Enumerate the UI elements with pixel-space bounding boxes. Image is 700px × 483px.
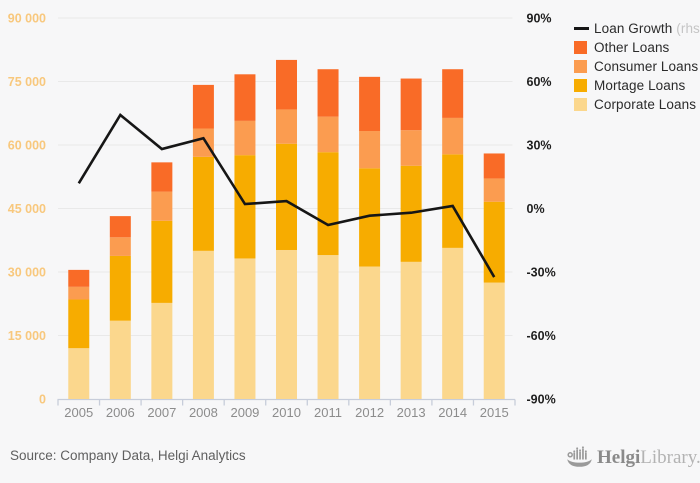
bar-segment-2015-mortage-loans[interactable]	[483, 201, 505, 283]
bar-segment-2007-consumer-loans[interactable]	[151, 191, 173, 221]
legend-item-other-loans[interactable]: Other Loans	[574, 38, 700, 57]
right-axis-label-30%: 30%	[527, 139, 552, 153]
bar-segment-2012-mortage-loans[interactable]	[359, 168, 381, 267]
loan-growth-line[interactable]	[77, 112, 496, 278]
bar-segment-2014-other-loans[interactable]	[442, 69, 464, 118]
bar-segment-2006-mortage-loans[interactable]	[109, 255, 131, 321]
bar-segment-2005-other-loans[interactable]	[68, 269, 90, 287]
brand-name-primary: Helgi	[597, 446, 641, 468]
legend-color-swatch	[574, 41, 587, 54]
x-axis-label-2011: 2011	[314, 405, 342, 420]
helgi-library-logo[interactable]: HelgiLibrary.	[566, 445, 700, 470]
bar-segment-2015-other-loans[interactable]	[483, 153, 505, 179]
brand-name-secondary: Library.	[640, 446, 700, 468]
bar-segment-2010-mortage-loans[interactable]	[276, 143, 297, 250]
brand-wordmark: HelgiLibrary.	[597, 447, 700, 469]
legend-item-loan-growth[interactable]: Loan Growth (rhs)	[574, 19, 700, 38]
bar-segment-2007-other-loans[interactable]	[151, 162, 173, 192]
source-note: Source: Company Data, Helgi Analytics	[10, 448, 246, 463]
left-axis-label-60000: 60 000	[8, 139, 46, 153]
legend-item-mortage-loans[interactable]: Mortage Loans	[574, 76, 700, 95]
x-axis-label-2014: 2014	[438, 405, 467, 420]
bar-segment-2009-corporate-loans[interactable]	[234, 258, 256, 399]
legend-item-consumer-loans[interactable]: Consumer Loans	[574, 57, 700, 76]
left-axis-label-45000: 45 000	[8, 202, 46, 216]
legend-label: Corporate Loans	[594, 97, 697, 112]
legend-label-suffix: (rhs)	[676, 21, 700, 36]
bar-segment-2008-other-loans[interactable]	[192, 84, 214, 129]
bar-segment-2013-other-loans[interactable]	[400, 78, 422, 131]
legend-label: Mortage Loans	[594, 78, 686, 93]
bar-segment-2012-corporate-loans[interactable]	[359, 266, 381, 399]
loan-stacked-bar-chart: 0 15 000 30 000 45 000 60 000 75 000 90 000 -90…	[8, 12, 556, 421]
bar-segment-2008-consumer-loans[interactable]	[192, 128, 214, 157]
bar-segment-2006-corporate-loans[interactable]	[109, 320, 131, 399]
x-axis-label-2007: 2007	[147, 405, 176, 420]
bar-segment-2012-other-loans[interactable]	[359, 76, 381, 132]
bar-segment-2007-corporate-loans[interactable]	[151, 302, 173, 399]
bar-segment-2010-other-loans[interactable]	[276, 59, 297, 110]
x-axis-label-2012: 2012	[355, 405, 384, 420]
chart-footer: Source: Company Data, Helgi Analytics He…	[0, 444, 700, 483]
bar-segment-2014-mortage-loans[interactable]	[442, 154, 464, 248]
x-axis-label-2008: 2008	[189, 405, 218, 420]
x-axis-label-2013: 2013	[397, 405, 426, 420]
right-axis-label-0%: 0%	[527, 202, 545, 216]
bar-segment-2009-mortage-loans[interactable]	[234, 155, 256, 259]
right-axis-label--30%: -30%	[527, 266, 556, 280]
bar-segment-2005-consumer-loans[interactable]	[68, 286, 90, 300]
left-axis-label-30000: 30 000	[8, 266, 46, 280]
bar-segment-2006-consumer-loans[interactable]	[109, 237, 131, 256]
left-axis-label-15000: 15 000	[8, 329, 46, 343]
left-axis-label-90000: 90 000	[8, 12, 46, 26]
right-axis-label-60%: 60%	[527, 75, 552, 89]
left-axis-label-0: 0	[39, 393, 46, 407]
bar-segment-2010-consumer-loans[interactable]	[276, 109, 297, 144]
bar-segment-2005-corporate-loans[interactable]	[68, 348, 90, 399]
x-axis-label-2010: 2010	[272, 405, 301, 420]
bar-segment-2010-corporate-loans[interactable]	[276, 249, 297, 399]
bar-segment-2011-mortage-loans[interactable]	[317, 152, 339, 256]
left-axis-label-75000: 75 000	[8, 75, 46, 89]
right-axis-label--60%: -60%	[527, 329, 556, 343]
bar-segment-2014-corporate-loans[interactable]	[442, 247, 464, 399]
legend-line-swatch	[574, 27, 589, 30]
legend-label: Loan Growth (rhs)	[594, 21, 700, 36]
x-axis-label-2015: 2015	[480, 405, 509, 420]
legend-label: Consumer Loans	[594, 59, 699, 74]
legend-color-swatch	[574, 98, 587, 111]
bar-segment-2009-other-loans[interactable]	[234, 74, 256, 121]
bar-segment-2006-other-loans[interactable]	[109, 216, 131, 238]
bar-segment-2008-corporate-loans[interactable]	[192, 250, 214, 399]
bar-segment-2012-consumer-loans[interactable]	[359, 131, 381, 169]
right-axis-label--90%: -90%	[527, 393, 556, 407]
x-axis-label-2005: 2005	[64, 405, 93, 420]
legend-color-swatch	[574, 60, 587, 73]
bar-segment-2011-consumer-loans[interactable]	[317, 116, 339, 153]
bar-segment-2005-mortage-loans[interactable]	[68, 299, 90, 349]
bar-segment-2013-corporate-loans[interactable]	[400, 261, 422, 399]
bar-segment-2013-consumer-loans[interactable]	[400, 130, 422, 166]
bar-segment-2009-consumer-loans[interactable]	[234, 120, 256, 156]
x-axis-label-2006: 2006	[106, 405, 135, 420]
bar-segment-2011-other-loans[interactable]	[317, 69, 339, 117]
bar-segment-2011-corporate-loans[interactable]	[317, 255, 339, 399]
legend-color-swatch	[574, 79, 587, 92]
viking-ship-icon	[567, 446, 592, 467]
right-axis-label-90%: 90%	[527, 12, 552, 26]
bar-segment-2008-mortage-loans[interactable]	[192, 156, 214, 251]
bar-segment-2007-mortage-loans[interactable]	[151, 220, 173, 303]
bar-segment-2015-corporate-loans[interactable]	[483, 282, 505, 399]
bar-segment-2015-consumer-loans[interactable]	[483, 178, 505, 202]
x-axis-label-2009: 2009	[230, 405, 259, 420]
legend-item-corporate-loans[interactable]: Corporate Loans	[574, 95, 700, 114]
legend-label: Other Loans	[594, 40, 670, 55]
chart-legend: Loan Growth (rhs) Other Loans Consumer Loa…	[574, 19, 700, 114]
bar-segment-2014-consumer-loans[interactable]	[442, 117, 464, 155]
